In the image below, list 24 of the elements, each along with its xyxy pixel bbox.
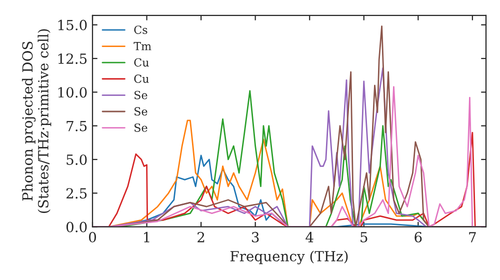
y-tick-label: 0.0 bbox=[66, 222, 87, 232]
x-tick-label: 4 bbox=[306, 232, 314, 242]
legend-label: Cu bbox=[134, 58, 149, 67]
x-tick-label: 5 bbox=[360, 232, 368, 242]
legend-label: Se bbox=[134, 107, 148, 116]
y-axis-title: Phonon projected DOS (States/THz·primitive cell) bbox=[22, 29, 52, 213]
x-tick-label: 3 bbox=[252, 232, 259, 242]
legend-label: Tm bbox=[134, 42, 152, 50]
y-tick-label: 10.0 bbox=[58, 87, 87, 98]
x-tick-label: 6 bbox=[414, 232, 422, 242]
y-tick-label: 5.0 bbox=[66, 154, 87, 165]
legend-label: Cu bbox=[134, 74, 149, 83]
x-tick-label: 1 bbox=[144, 232, 150, 242]
x-tick-label: 7 bbox=[469, 232, 476, 242]
legend-label: Se bbox=[134, 123, 148, 132]
y-tick-label: 12.5 bbox=[58, 53, 87, 64]
y-tick-label: 15.0 bbox=[58, 20, 87, 30]
legend-label: Se bbox=[134, 90, 148, 100]
legend-label: Cs bbox=[134, 26, 148, 34]
x-tick-label: 0 bbox=[88, 232, 96, 242]
y-tick-label: 7.5 bbox=[66, 120, 87, 132]
x-tick-label: 2 bbox=[198, 232, 204, 242]
x-axis-title: Frequency (THz) bbox=[230, 250, 348, 264]
y-tick-label: 2.5 bbox=[66, 188, 87, 199]
